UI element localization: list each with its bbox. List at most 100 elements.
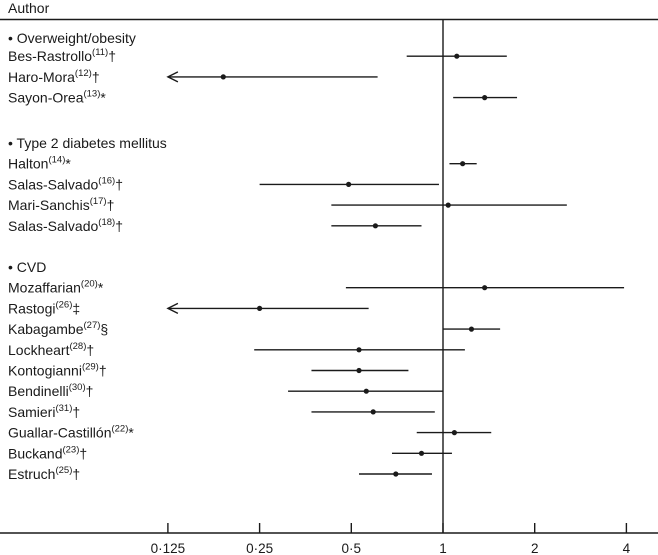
author-name: Lockheart [8, 342, 70, 358]
study-row: Haro-Mora(12)† [8, 68, 378, 85]
point-estimate [445, 202, 451, 208]
point-estimate [460, 161, 466, 167]
reference-number: (28) [69, 341, 86, 352]
bullet-icon: • [8, 30, 17, 46]
study-label: Bes-Rastrollo(11)† [8, 47, 116, 64]
study-label: Halton(14)* [8, 155, 71, 172]
study-row: Mari-Sanchis(17)† [8, 196, 567, 213]
author-name: Guallar-Castillón [8, 425, 111, 441]
footnote-mark: † [86, 383, 94, 399]
study-row: Samieri(31)† [8, 403, 435, 420]
author-name: Estruch [8, 466, 55, 482]
footnote-mark: * [128, 425, 134, 441]
reference-number: (14) [48, 155, 65, 166]
footnote-mark: † [107, 197, 115, 213]
study-row: Kabagambe(27)§ [8, 320, 501, 337]
author-name: Salas-Salvado [8, 218, 98, 234]
reference-number: (25) [55, 465, 72, 476]
reference-number: (27) [84, 320, 101, 331]
author-name: Mozaffarian [8, 280, 81, 296]
reference-number: (29) [82, 362, 99, 373]
footnote-mark: † [72, 404, 80, 420]
study-label: Samieri(31)† [8, 403, 80, 420]
point-estimate [370, 409, 376, 415]
x-tick-label: 2 [531, 541, 539, 555]
group-name: CVD [17, 259, 47, 275]
point-estimate [393, 471, 399, 477]
reference-number: (22) [111, 424, 128, 435]
study-label: Kabagambe(27)§ [8, 320, 108, 337]
group-heading: • CVD [8, 259, 46, 275]
point-estimate [451, 430, 458, 436]
reference-number: (31) [55, 403, 72, 414]
reference-number: (26) [55, 299, 72, 310]
study-label: Lockheart(28)† [8, 341, 94, 358]
footnote-mark: † [99, 363, 107, 379]
group-heading: • Overweight/obesity [8, 30, 136, 46]
author-name: Bendinelli [8, 383, 69, 399]
study-row: Estruch(25)† [8, 465, 432, 482]
study-row: Guallar-Castillón(22)* [8, 424, 492, 441]
truncation-arrow-icon [166, 302, 179, 315]
study-label: Kontogianni(29)† [8, 362, 107, 379]
point-estimate [418, 450, 425, 456]
footnote-mark: * [98, 280, 104, 296]
reference-number: (18) [98, 217, 115, 228]
study-row: Sayon-Orea(13)* [8, 89, 518, 106]
footnote-mark: * [65, 156, 71, 172]
author-name: Kabagambe [8, 321, 84, 337]
study-label: Sayon-Orea(13)* [8, 89, 106, 106]
x-tick-label: 0·25 [246, 541, 273, 555]
author-name: Samieri [8, 404, 55, 420]
footnote-mark: ‡ [72, 300, 80, 316]
point-estimate [482, 95, 488, 101]
x-axis-ticks: 0·125 0·25 0·5 1 2 4 [151, 523, 631, 555]
reference-number: (11) [92, 47, 108, 58]
reference-number: (16) [98, 175, 115, 186]
reference-number: (17) [90, 196, 107, 207]
study-label: Haro-Mora(12)† [8, 68, 100, 85]
footnote-mark: § [100, 321, 108, 337]
footnote-mark: † [86, 342, 94, 358]
study-row: Lockheart(28)† [8, 341, 465, 358]
author-name: Haro-Mora [8, 69, 75, 85]
point-estimate [363, 388, 369, 394]
point-estimate [372, 223, 379, 229]
study-row: Halton(14)* [8, 155, 477, 172]
study-row: Buckand(23)† [8, 444, 452, 461]
point-estimate [257, 305, 263, 311]
study-row: Salas-Salvado(16)† [8, 175, 439, 192]
bullet-icon: • [8, 259, 17, 275]
reference-number: (20) [81, 279, 98, 290]
point-estimate [220, 74, 226, 80]
study-label: Salas-Salvado(18)† [8, 217, 123, 234]
author-name: Salas-Salvado [8, 176, 98, 192]
group-name: Overweight/obesity [17, 30, 136, 46]
study-label: Salas-Salvado(16)† [8, 175, 123, 192]
study-row: Salas-Salvado(18)† [8, 217, 422, 234]
x-tick-label: 0·125 [151, 541, 186, 555]
x-tick-label: 1 [439, 541, 447, 555]
author-name: Rastogi [8, 300, 55, 316]
study-label: Estruch(25)† [8, 465, 80, 482]
reference-number: (23) [62, 444, 79, 455]
study-row: Kontogianni(29)† [8, 362, 409, 379]
author-name: Bes-Rastrollo [8, 48, 92, 64]
study-label: Bendinelli(30)† [8, 382, 93, 399]
footnote-mark: † [72, 466, 80, 482]
point-estimate [454, 53, 460, 59]
group-name: Type 2 diabetes mellitus [17, 135, 167, 151]
study-label: Mozaffarian(20)* [8, 279, 104, 296]
author-name: Sayon-Orea [8, 90, 84, 106]
author-name: Halton [8, 156, 48, 172]
study-rows: • Overweight/obesityBes-Rastrollo(11)†Ha… [8, 30, 625, 482]
group-heading: • Type 2 diabetes mellitus [8, 135, 167, 151]
footnote-mark: * [100, 90, 106, 106]
study-row: Rastogi(26)‡ [8, 299, 369, 316]
author-name: Kontogianni [8, 363, 82, 379]
footnote-mark: † [79, 445, 87, 461]
reference-number: (13) [83, 89, 100, 100]
study-row: Bes-Rastrollo(11)† [8, 47, 507, 64]
point-estimate [346, 181, 352, 187]
